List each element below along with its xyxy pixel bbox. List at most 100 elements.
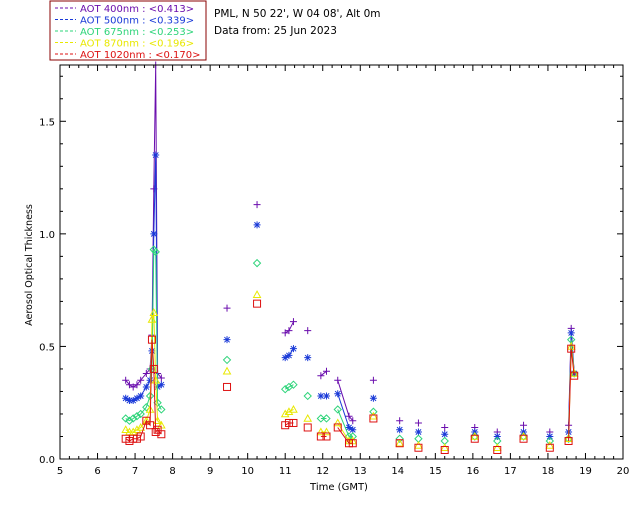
data-point-plus (334, 376, 342, 384)
x-tick-label: 15 (429, 466, 442, 477)
x-tick-label: 7 (132, 466, 138, 477)
data-point-triangle (569, 368, 579, 377)
data-point-triangle (289, 404, 298, 413)
data-point-plus (322, 367, 330, 375)
data-point-triangle (147, 314, 157, 323)
data-point-square (146, 421, 155, 430)
data-point-square (414, 443, 423, 452)
data-point-plus (223, 304, 231, 312)
data-point-star (396, 426, 404, 434)
data-point-square (136, 432, 145, 441)
data-point-diamond (395, 434, 404, 443)
x-tick-label: 20 (617, 466, 630, 477)
data-point-diamond (252, 258, 262, 268)
series-line (320, 370, 327, 377)
data-point-diamond (303, 391, 312, 401)
data-point-plus (520, 421, 528, 429)
x-tick-label: 11 (279, 466, 292, 477)
data-point-square (303, 423, 312, 432)
data-point-star (546, 432, 554, 440)
data-point-star (223, 336, 231, 344)
data-point-star (349, 426, 357, 434)
data-point-star (567, 329, 575, 337)
x-axis-label: Time (GMT) (309, 482, 368, 493)
data-point-plus (441, 423, 449, 431)
data-point-square (493, 445, 502, 454)
data-point-star (334, 390, 342, 398)
data-point-diamond (322, 414, 331, 423)
data-point-diamond (280, 384, 290, 394)
y-tick-label: 0.0 (39, 455, 55, 466)
data-point-triangle (369, 411, 378, 420)
data-point-square (470, 434, 479, 443)
data-point-square (519, 434, 528, 443)
data-point-square (253, 299, 262, 308)
data-point-triangle (414, 440, 423, 449)
data-point-square (284, 418, 293, 427)
x-tick-label: 8 (169, 466, 175, 477)
data-point-square (440, 445, 449, 454)
y-tick-label: 1.0 (39, 230, 55, 241)
data-point-star (253, 221, 261, 229)
data-point-diamond (222, 355, 232, 365)
data-point-star (369, 394, 377, 402)
data-point-plus (157, 374, 165, 382)
data-point-square (369, 414, 378, 423)
series-aot400 (122, 61, 578, 436)
data-point-diamond (125, 416, 134, 425)
data-point-plus (129, 383, 137, 391)
data-point-triangle (395, 438, 405, 447)
data-point-star (285, 351, 293, 359)
data-point-square (570, 371, 579, 380)
data-point-triangle (440, 443, 450, 452)
x-tick-label: 19 (579, 466, 592, 477)
plot-area (121, 61, 579, 454)
data-point-diamond (333, 405, 342, 414)
data-point-star (317, 392, 325, 400)
x-tick-label: 5 (57, 466, 63, 477)
data-point-star (157, 381, 165, 389)
data-point-square (564, 436, 573, 445)
data-point-triangle (322, 427, 331, 436)
y-axis-label: Aerosol Optical Thickness (24, 204, 35, 326)
legend-entry-label: AOT 675nm : <0.253> (80, 27, 194, 38)
data-point-plus (253, 201, 261, 209)
data-point-triangle (316, 427, 326, 436)
data-point-square (151, 427, 160, 436)
legend-entry-label: AOT 1020nm : <0.170> (80, 50, 200, 61)
axes: 5 6 7 8 9 10 11 12 13 14 15 16 17 18 19 20 0.0 0.5 1.0 1.5 (39, 64, 630, 477)
data-point-star (304, 354, 312, 362)
data-point-diamond (121, 414, 130, 423)
data-point-star (289, 345, 297, 353)
data-point-square (147, 335, 156, 344)
x-tick-label: 10 (241, 466, 254, 477)
data-point-star (322, 392, 330, 400)
x-tick-label: 18 (542, 466, 555, 477)
legend-entry-label: AOT 500nm : <0.339> (80, 16, 194, 27)
plot-frame (59, 64, 624, 460)
data-point-square (316, 432, 325, 441)
data-point-triangle (121, 425, 131, 434)
data-point-triangle (136, 422, 146, 431)
x-tick-label: 13 (354, 466, 367, 477)
data-point-plus (281, 329, 289, 337)
data-point-triangle (333, 418, 343, 427)
series-aot500 (122, 151, 578, 440)
data-point-plus (345, 412, 353, 420)
data-point-diamond (132, 412, 142, 421)
data-point-diamond (136, 409, 145, 419)
data-point-square (545, 443, 554, 452)
info-block: PML, N 50 22', W 04 08', Alt 0m Data fro… (214, 8, 381, 37)
data-point-star (133, 394, 141, 402)
data-point-star (281, 354, 289, 362)
data-point-diamond (289, 380, 298, 389)
data-point-square (322, 432, 331, 441)
date-text: Data from: 25 Jun 2023 (214, 25, 337, 37)
data-point-star (142, 383, 150, 391)
data-point-plus (396, 417, 404, 425)
x-tick-label: 14 (391, 466, 404, 477)
data-point-star (493, 432, 501, 440)
data-point-diamond (142, 403, 151, 412)
data-point-plus (317, 372, 325, 380)
